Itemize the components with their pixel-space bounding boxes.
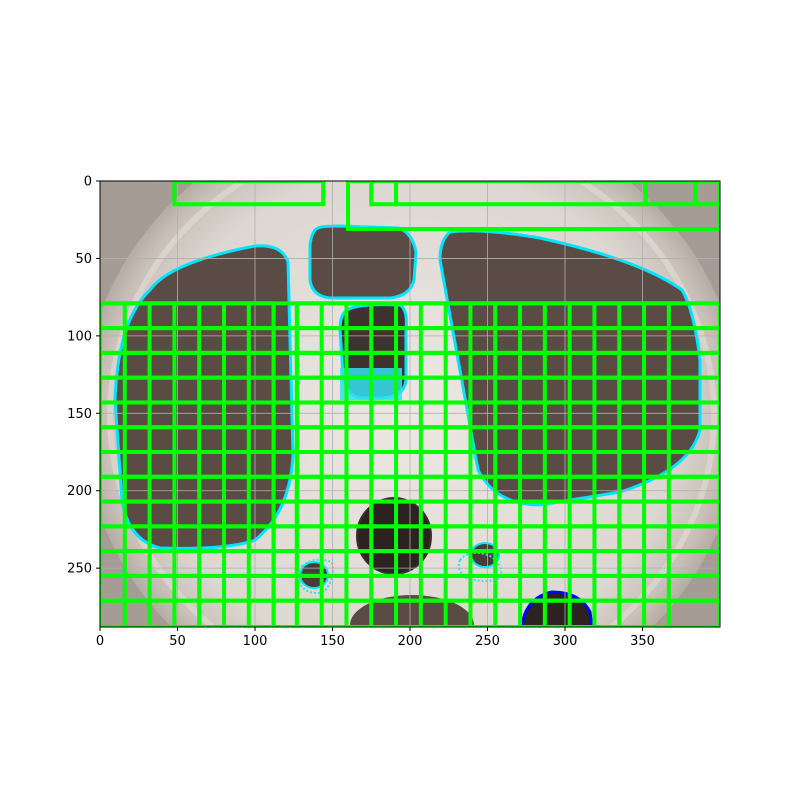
detection-box bbox=[100, 450, 720, 627]
y-tick-label: 0 bbox=[84, 175, 92, 190]
detection-box bbox=[294, 301, 720, 627]
rim-ring bbox=[107, 181, 717, 627]
x-tick-label: 100 bbox=[243, 634, 268, 649]
y-tick-label: 250 bbox=[67, 562, 92, 577]
window-bottom-center bbox=[350, 595, 474, 627]
detection-box bbox=[100, 499, 720, 627]
detection-box bbox=[100, 301, 276, 627]
y-tick-label: 150 bbox=[67, 407, 92, 422]
x-tick-label: 50 bbox=[169, 634, 186, 649]
detection-box bbox=[100, 400, 720, 627]
y-axis: 0 50 100 150 200 250 bbox=[67, 175, 100, 577]
detection-box bbox=[100, 474, 720, 627]
detection-box bbox=[100, 350, 720, 627]
x-tick-label: 200 bbox=[398, 634, 423, 649]
detection-box bbox=[100, 375, 720, 627]
detection-box bbox=[693, 181, 720, 207]
y-tick-label: 100 bbox=[67, 329, 92, 344]
x-axis: 0 50 100 150 200 250 300 350 bbox=[96, 627, 655, 649]
y-tick-label: 200 bbox=[67, 484, 92, 499]
x-tick-label: 0 bbox=[96, 634, 104, 649]
x-tick-label: 250 bbox=[475, 634, 500, 649]
detection-box bbox=[100, 326, 720, 627]
cyan-speckle-left bbox=[298, 558, 334, 594]
window-top-center bbox=[308, 224, 418, 300]
x-tick-label: 300 bbox=[553, 634, 578, 649]
x-tick-label: 150 bbox=[320, 634, 345, 649]
y-tick-label: 50 bbox=[75, 252, 92, 267]
x-tick-label: 350 bbox=[630, 634, 655, 649]
wheel-photo bbox=[100, 181, 720, 627]
detection-box bbox=[346, 181, 720, 232]
detection-box bbox=[172, 181, 326, 207]
